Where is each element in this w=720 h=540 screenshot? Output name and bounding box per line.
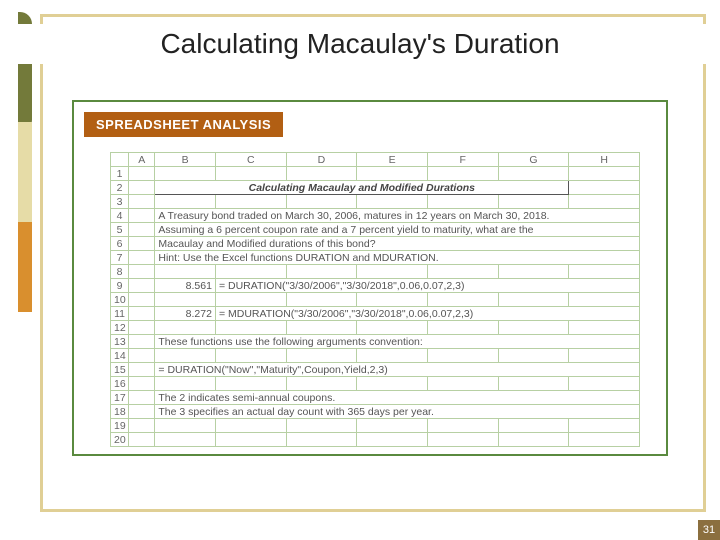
col-E: E — [357, 153, 428, 167]
rownum: 4 — [111, 209, 129, 223]
rownum: 8 — [111, 265, 129, 279]
row-3: 3 — [111, 195, 640, 209]
rownum: 20 — [111, 433, 129, 447]
rownum: 2 — [111, 181, 129, 195]
corner-cell — [111, 153, 129, 167]
rownum: 5 — [111, 223, 129, 237]
row-7: 7 Hint: Use the Excel functions DURATION … — [111, 251, 640, 265]
row-8: 8 — [111, 265, 640, 279]
cell-text: Macaulay and Modified durations of this … — [155, 237, 640, 251]
accent-cream — [18, 122, 32, 232]
accent-white — [18, 312, 32, 512]
left-accent-strip — [18, 12, 38, 502]
row-20: 20 — [111, 433, 640, 447]
col-G: G — [498, 153, 569, 167]
rownum: 11 — [111, 307, 129, 321]
rownum: 17 — [111, 391, 129, 405]
row-14: 14 — [111, 349, 640, 363]
cell-text: The 3 specifies an actual day count with… — [155, 405, 640, 419]
rownum: 15 — [111, 363, 129, 377]
rownum: 7 — [111, 251, 129, 265]
rownum: 12 — [111, 321, 129, 335]
row-10: 10 — [111, 293, 640, 307]
rownum: 3 — [111, 195, 129, 209]
col-H: H — [569, 153, 640, 167]
cell-text: These functions use the following argume… — [155, 335, 640, 349]
slide: Calculating Macaulay's Duration SPREADSH… — [0, 0, 720, 540]
row-6: 6 Macaulay and Modified durations of this… — [111, 237, 640, 251]
rownum: 14 — [111, 349, 129, 363]
col-F: F — [427, 153, 498, 167]
cell-mduration-value: 8.272 — [155, 307, 216, 321]
rownum: 13 — [111, 335, 129, 349]
row-13: 13 These functions use the following argu… — [111, 335, 640, 349]
rownum: 6 — [111, 237, 129, 251]
rownum: 19 — [111, 419, 129, 433]
row-1: 1 — [111, 167, 640, 181]
rownum: 10 — [111, 293, 129, 307]
rownum: 9 — [111, 279, 129, 293]
page-number-badge: 31 — [698, 520, 720, 540]
sheet-inner-title: Calculating Macaulay and Modified Durati… — [155, 181, 569, 195]
rownum: 1 — [111, 167, 129, 181]
cell-duration-value: 8.561 — [155, 279, 216, 293]
row-19: 19 — [111, 419, 640, 433]
row-4: 4 A Treasury bond traded on March 30, 200… — [111, 209, 640, 223]
page-title: Calculating Macaulay's Duration — [0, 24, 720, 64]
col-C: C — [215, 153, 286, 167]
row-15: 15 = DURATION("Now","Maturity",Coupon,Yie… — [111, 363, 640, 377]
cell-mduration-formula: = MDURATION("3/30/2006","3/30/2018",0.06… — [215, 307, 639, 321]
row-2: 2 Calculating Macaulay and Modified Durat… — [111, 181, 640, 195]
cell-text: Hint: Use the Excel functions DURATION a… — [155, 251, 640, 265]
spreadsheet-panel: SPREADSHEET ANALYSIS A B C D E F G H — [72, 100, 668, 456]
col-B: B — [155, 153, 216, 167]
row-12: 12 — [111, 321, 640, 335]
cell-text: A Treasury bond traded on March 30, 2006… — [155, 209, 640, 223]
row-16: 16 — [111, 377, 640, 391]
panel-tab-label: SPREADSHEET ANALYSIS — [84, 112, 283, 137]
accent-orange — [18, 222, 32, 312]
col-D: D — [286, 153, 357, 167]
row-18: 18 The 3 specifies an actual day count wi… — [111, 405, 640, 419]
cell-duration-formula: = DURATION("3/30/2006","3/30/2018",0.06,… — [215, 279, 639, 293]
col-A: A — [129, 153, 155, 167]
rownum: 18 — [111, 405, 129, 419]
column-header-row: A B C D E F G H — [111, 153, 640, 167]
spreadsheet-table: A B C D E F G H 1 2 Calculating Macaulay … — [110, 152, 640, 447]
cell-convention-formula: = DURATION("Now","Maturity",Coupon,Yield… — [155, 363, 640, 377]
cell-text: Assuming a 6 percent coupon rate and a 7… — [155, 223, 640, 237]
rownum: 16 — [111, 377, 129, 391]
row-17: 17 The 2 indicates semi-annual coupons. — [111, 391, 640, 405]
row-11: 11 8.272= MDURATION("3/30/2006","3/30/201… — [111, 307, 640, 321]
row-5: 5 Assuming a 6 percent coupon rate and a … — [111, 223, 640, 237]
cell-text: The 2 indicates semi-annual coupons. — [155, 391, 640, 405]
row-9: 9 8.561= DURATION("3/30/2006","3/30/2018"… — [111, 279, 640, 293]
